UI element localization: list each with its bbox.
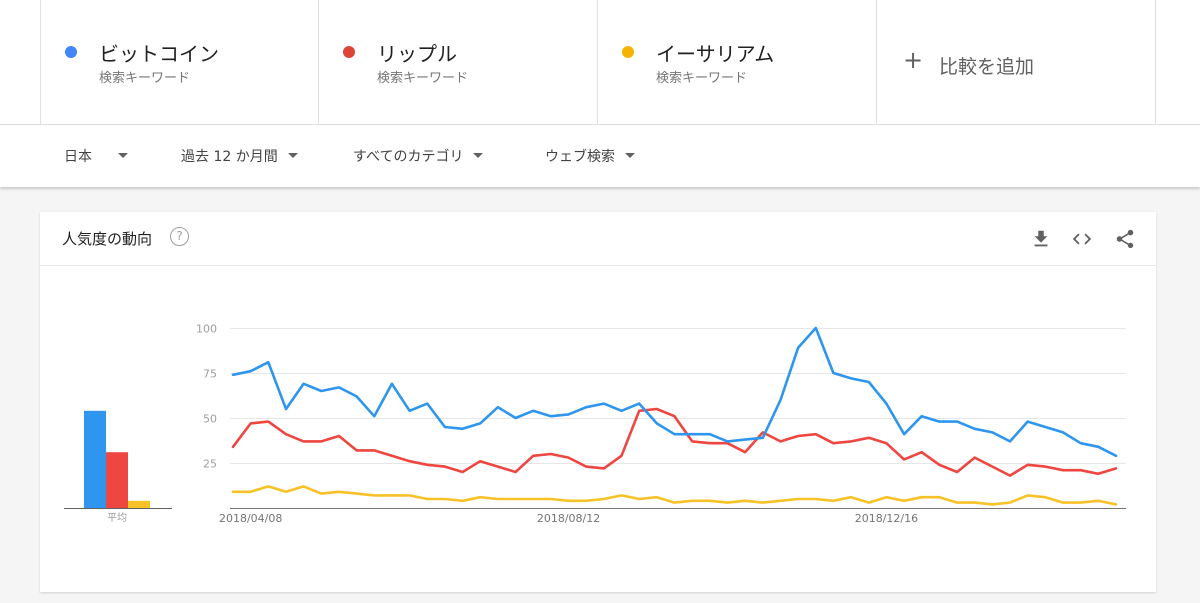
avg-bar bbox=[84, 410, 106, 508]
download-icon[interactable] bbox=[1030, 228, 1052, 250]
caret-down-icon bbox=[118, 152, 128, 158]
period-value: 過去 12 か月間 bbox=[181, 149, 278, 165]
term-type: 検索キーワード bbox=[377, 71, 469, 86]
share-icon[interactable] bbox=[1114, 228, 1136, 250]
term-name[interactable]: イーサリアム bbox=[656, 42, 775, 66]
search-type-value: ウェブ検索 bbox=[545, 149, 615, 165]
term-color-dot bbox=[343, 46, 355, 58]
card-header: 人気度の動向 ? bbox=[40, 212, 1156, 266]
term-card-ripple[interactable]: リップル 検索キーワード bbox=[318, 0, 597, 125]
help-icon[interactable]: ? bbox=[170, 227, 189, 246]
x-tick-label: 2018/12/16 bbox=[855, 512, 918, 525]
region-value: 日本 bbox=[64, 149, 92, 165]
x-axis-ticks: 2018/04/08 2018/08/12 2018/12/16 bbox=[219, 512, 918, 525]
term-color-dot bbox=[65, 46, 77, 58]
category-dropdown[interactable]: すべてのカテゴリ bbox=[353, 146, 484, 166]
trend-chart: 平均 25 50 75 100 2018/04/08 2018/08/12 2018/12… bbox=[64, 323, 1126, 525]
y-tick-label: 75 bbox=[203, 368, 217, 381]
term-card-ethereum[interactable]: イーサリアム 検索キーワード bbox=[597, 0, 876, 125]
y-tick-label: 50 bbox=[203, 413, 217, 426]
caret-down-icon bbox=[287, 152, 298, 158]
category-value: すべてのカテゴリ bbox=[353, 149, 464, 165]
series-line-1[interactable] bbox=[231, 407, 1118, 477]
x-tick-label: 2018/04/08 bbox=[219, 512, 282, 525]
region-dropdown[interactable]: 日本 bbox=[64, 146, 128, 166]
search-terms-bar: ビットコイン 検索キーワード リップル 検索キーワード イーサリアム 検索キーワ… bbox=[0, 0, 1200, 125]
term-color-dot bbox=[622, 46, 634, 58]
trend-lines[interactable] bbox=[231, 326, 1118, 506]
y-tick-label: 25 bbox=[203, 458, 217, 471]
search-type-dropdown[interactable]: ウェブ検索 bbox=[545, 146, 635, 166]
term-type: 検索キーワード bbox=[99, 71, 191, 86]
period-dropdown[interactable]: 過去 12 か月間 bbox=[181, 146, 298, 166]
avg-bar bbox=[128, 500, 150, 508]
y-axis-ticks: 25 50 75 100 bbox=[196, 323, 217, 471]
term-name[interactable]: リップル bbox=[377, 42, 457, 66]
term-type: 検索キーワード bbox=[656, 71, 748, 86]
plus-icon: + bbox=[903, 46, 924, 74]
add-comparison-button[interactable]: + 比較を追加 bbox=[876, 0, 1156, 125]
avg-bar bbox=[106, 452, 128, 508]
filter-bar: 日本 過去 12 か月間 すべてのカテゴリ ウェブ検索 bbox=[0, 125, 1200, 187]
embed-icon[interactable] bbox=[1071, 228, 1093, 250]
x-tick-label: 2018/08/12 bbox=[537, 512, 600, 525]
term-name[interactable]: ビットコイン bbox=[99, 42, 219, 66]
caret-down-icon bbox=[473, 152, 484, 158]
y-tick-label: 100 bbox=[196, 323, 217, 336]
chart-gridlines bbox=[230, 328, 1126, 509]
avg-label: 平均 bbox=[107, 512, 127, 524]
series-line-0[interactable] bbox=[231, 326, 1118, 458]
add-comparison-label: 比較を追加 bbox=[939, 56, 1035, 78]
card-title: 人気度の動向 bbox=[62, 230, 153, 248]
interest-over-time-card: 人気度の動向 ? 平均 25 50 75 100 2018/04/08 2018/08/… bbox=[40, 212, 1156, 592]
series-line-2[interactable] bbox=[231, 485, 1118, 506]
average-bar-chart: 平均 bbox=[64, 410, 172, 524]
term-card-bitcoin[interactable]: ビットコイン 検索キーワード bbox=[40, 0, 318, 125]
caret-down-icon bbox=[625, 152, 635, 158]
